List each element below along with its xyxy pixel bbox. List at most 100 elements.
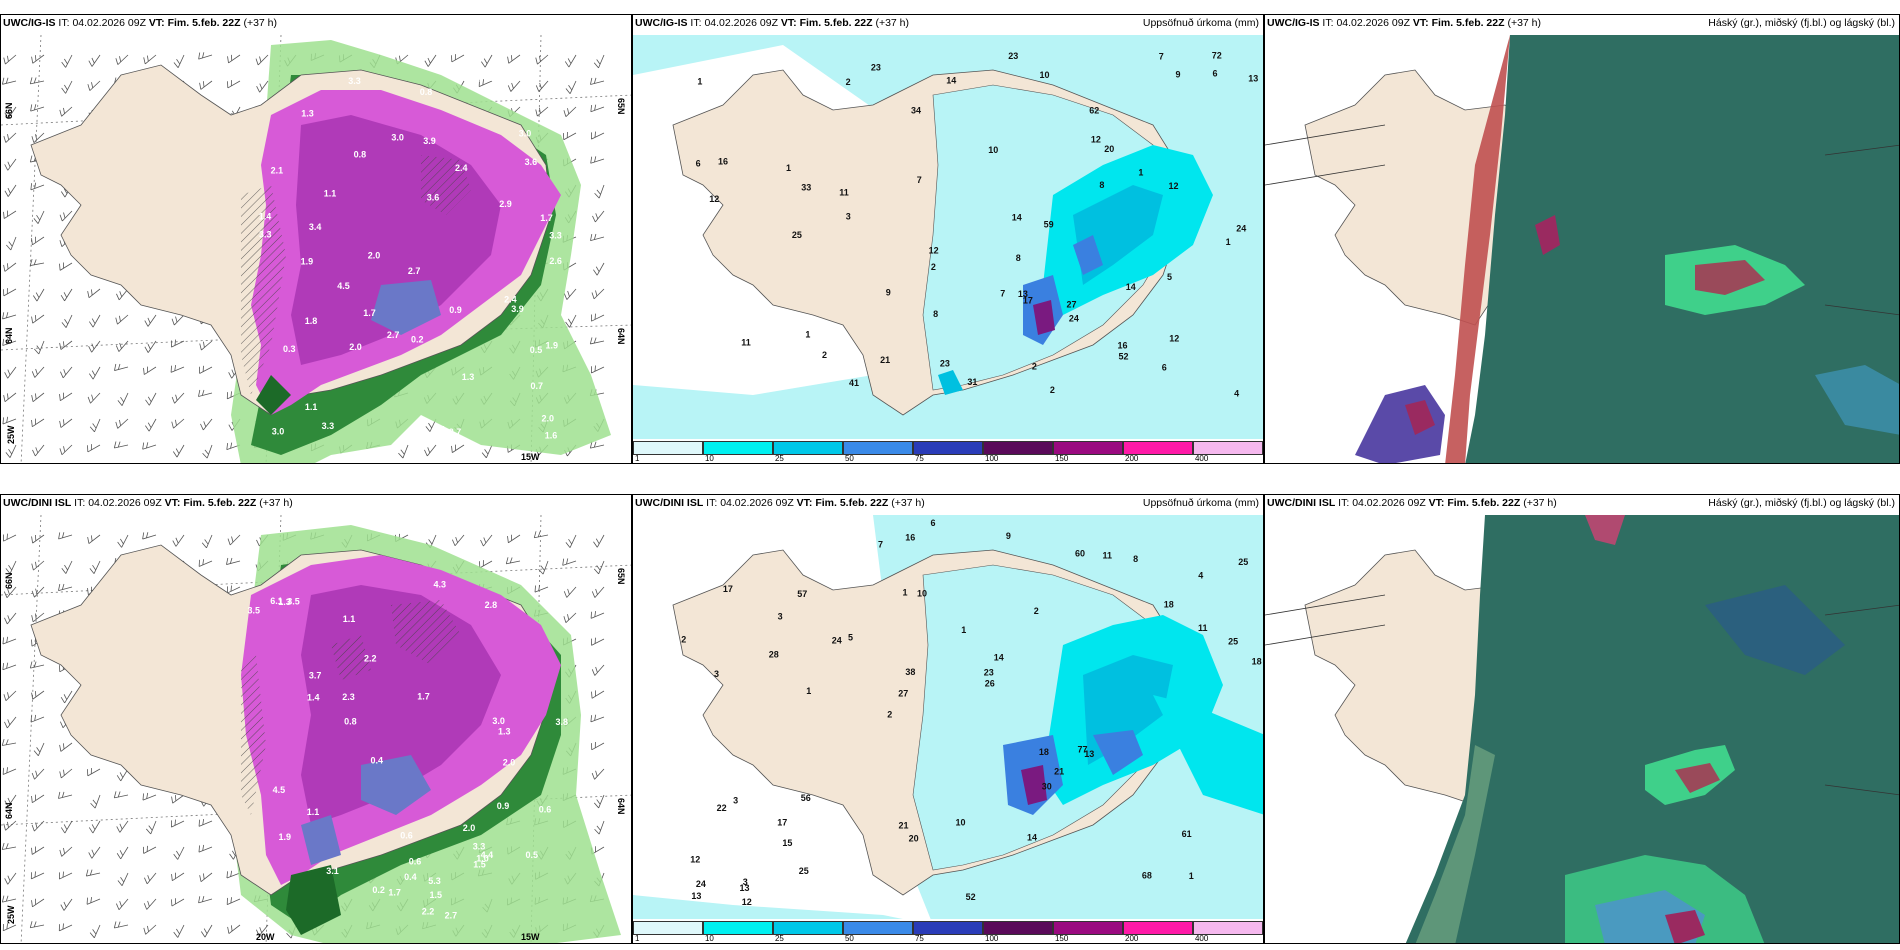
value-label: 0.6 <box>409 856 422 866</box>
value-label: 1 <box>1189 871 1194 881</box>
value-label: 52 <box>966 892 976 902</box>
lon-label: 15W <box>521 452 540 462</box>
value-label: 2 <box>887 710 892 720</box>
value-label: 0.4 <box>404 872 417 882</box>
colorbar-tick: 25 <box>774 934 784 943</box>
value-label: 59 <box>1044 219 1054 229</box>
wind-barb <box>224 581 241 594</box>
wind-barb <box>60 312 73 329</box>
wind-barb <box>142 311 157 327</box>
wind-barb <box>28 867 45 880</box>
wind-barb <box>450 530 465 547</box>
wind-barb <box>29 764 45 780</box>
wind-barb <box>589 582 605 598</box>
value-label: 13 <box>1018 289 1028 299</box>
value-label: 10 <box>1040 70 1050 80</box>
wind-barb <box>422 440 437 457</box>
value-label: 18 <box>1039 747 1049 757</box>
value-label: 57 <box>797 589 807 599</box>
value-label: 6 <box>696 159 701 169</box>
wind-barb <box>196 48 213 60</box>
wind-barb <box>140 49 157 65</box>
wind-barb <box>561 608 577 624</box>
value-label: 1.3 <box>301 108 314 118</box>
colorbar-tick: 200 <box>1125 454 1139 463</box>
wind-barb <box>28 789 45 804</box>
wind-barb <box>87 363 101 380</box>
value-label: 1.7 <box>363 308 376 318</box>
wind-barb <box>112 788 129 799</box>
wind-barb <box>588 127 605 140</box>
value-label: 2.8 <box>491 77 504 87</box>
wind-barb <box>59 817 73 834</box>
value-label: 2 <box>822 350 827 360</box>
lat-label: 66N <box>4 102 14 119</box>
wind-barb <box>84 893 101 905</box>
wind-barb <box>112 360 129 371</box>
colorbar-tick: 100 <box>985 454 999 463</box>
value-label: 25 <box>799 866 809 876</box>
value-label: 41 <box>849 378 859 388</box>
wind-barb <box>1 387 17 403</box>
wind-barb <box>115 531 129 548</box>
value-label: 14 <box>1126 282 1136 292</box>
value-label: 16 <box>1118 341 1128 351</box>
value-label: 28 <box>769 649 779 659</box>
colorbar-tick: 75 <box>914 934 924 943</box>
wind-barb <box>57 440 73 456</box>
value-label: 18 <box>1252 657 1262 667</box>
wind-barb <box>171 921 185 938</box>
wind-barb <box>88 558 101 575</box>
value-label: 4 <box>1198 571 1203 581</box>
value-label: 12 <box>1169 181 1179 191</box>
value-label: 1 <box>786 163 791 173</box>
wind-barb <box>1 686 17 702</box>
value-label: 1.3 <box>278 597 291 607</box>
wind-barb <box>2 155 17 171</box>
value-label: 13 <box>691 891 701 901</box>
value-label: 27 <box>1067 299 1077 309</box>
wind-barb <box>57 763 73 779</box>
value-label: 23 <box>940 359 950 369</box>
wind-barb <box>1 529 17 542</box>
value-label: 12 <box>929 245 939 255</box>
wind-barb <box>56 257 73 271</box>
value-label: 0.2 <box>411 335 424 345</box>
value-label: 8 <box>933 309 938 319</box>
wind-barb <box>89 792 101 809</box>
value-label: 2.7 <box>449 427 462 437</box>
value-label: 12 <box>1169 334 1179 344</box>
colorbar-tick: 50 <box>844 934 854 943</box>
wind-barb <box>87 817 101 834</box>
panel-r1-snow: UWC/IG-IS IT: 04.02.2026 09Z VT: Fim. 5.… <box>0 14 632 464</box>
colorbar-swatch <box>1053 441 1123 455</box>
value-label: 1.1 <box>343 614 356 624</box>
value-label: 22 <box>717 803 727 813</box>
value-label: 2.7 <box>445 911 458 921</box>
value-label: 12 <box>742 897 752 907</box>
wind-barb <box>1 633 17 645</box>
value-label: 3.7 <box>309 670 322 680</box>
panel-title: UWC/IG-IS IT: 04.02.2026 09Z VT: Fim. 5.… <box>1267 17 1542 29</box>
value-label: 1.7 <box>388 887 401 897</box>
value-label: 1 <box>961 625 966 635</box>
wind-barb <box>116 390 129 407</box>
value-label: 0.2 <box>372 885 385 895</box>
value-label: 3.0 <box>391 132 404 142</box>
value-label: 16 <box>718 156 728 166</box>
value-label: 0.8 <box>420 87 433 97</box>
value-label: 13 <box>1248 74 1258 84</box>
lon-label: 20W <box>256 932 275 942</box>
wind-barb <box>478 530 493 547</box>
wind-barb <box>196 841 213 853</box>
value-label: 1.4 <box>307 693 320 703</box>
value-label: 3.2 <box>468 73 481 83</box>
colorbar-swatch <box>633 921 703 935</box>
colorbar-swatch <box>772 441 843 455</box>
value-label: 0.7 <box>531 381 544 391</box>
wind-barb <box>2 181 17 198</box>
panel-variable: Uppsöfnuð úrkoma (mm) <box>1142 497 1259 509</box>
colorbar-tick: 75 <box>914 454 924 463</box>
wind-barb <box>588 334 605 345</box>
wind-barb <box>168 867 185 882</box>
